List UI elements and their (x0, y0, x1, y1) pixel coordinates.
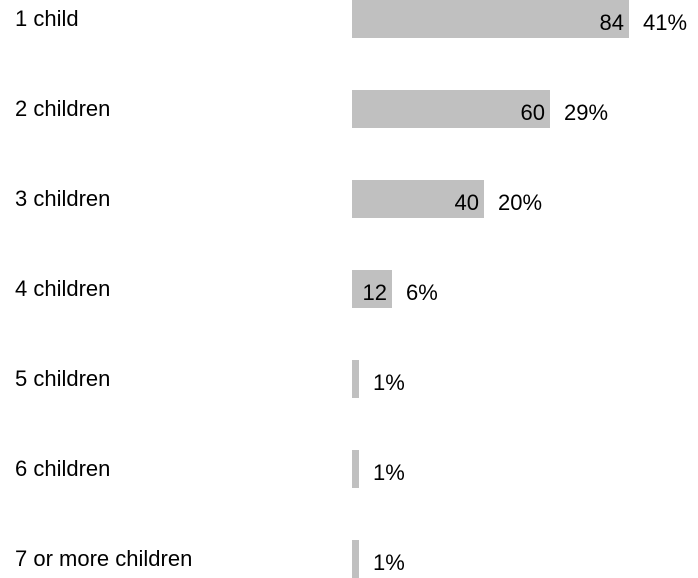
bar (352, 0, 629, 38)
percent-label: 41% (643, 10, 688, 35)
bar (352, 540, 359, 578)
bar (352, 270, 392, 308)
bar-value-label: 84 (599, 10, 624, 35)
percent-label: 1% (373, 460, 405, 485)
category-label: 1 child (15, 6, 79, 31)
category-label: 2 children (15, 96, 111, 121)
category-label: 7 or more children (15, 546, 193, 571)
bar (352, 90, 550, 128)
percent-label: 1% (373, 370, 405, 395)
bar (352, 360, 359, 398)
bar (352, 180, 484, 218)
category-label: 5 children (15, 366, 111, 391)
percent-label: 6% (406, 280, 438, 305)
percent-label: 20% (498, 190, 543, 215)
bar-value-label: 60 (520, 100, 545, 125)
category-label: 3 children (15, 186, 111, 211)
bar-value-label: 12 (362, 280, 387, 305)
category-label: 4 children (15, 276, 111, 301)
bar (352, 450, 359, 488)
percent-label: 29% (564, 100, 609, 125)
category-label: 6 children (15, 456, 111, 481)
percent-label: 1% (373, 550, 405, 575)
bar-value-label: 40 (454, 190, 479, 215)
